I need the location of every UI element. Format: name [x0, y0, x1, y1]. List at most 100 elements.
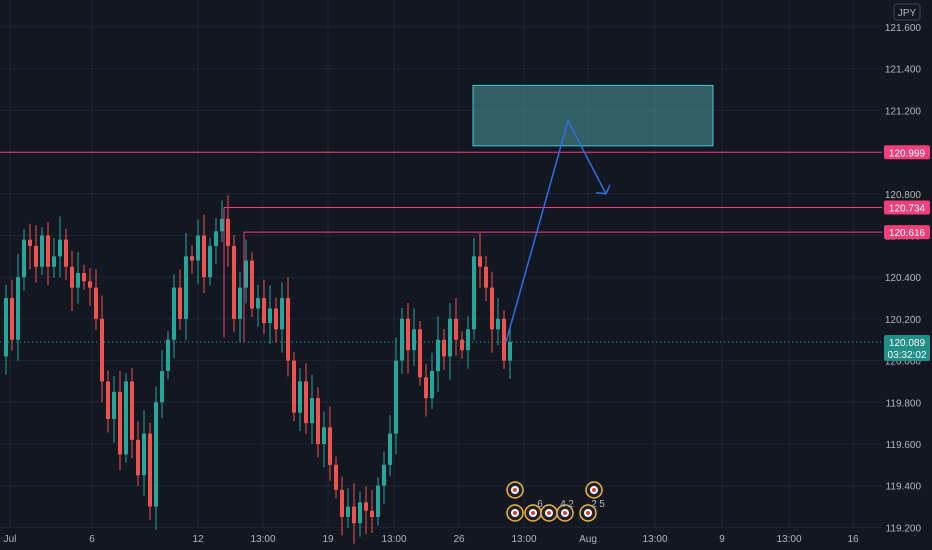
target-zone-rect[interactable]: [472, 84, 714, 147]
candle-body: [352, 506, 356, 524]
candle-body: [130, 381, 134, 440]
last-price-tag: [884, 335, 930, 362]
candle-body: [46, 235, 50, 267]
projection-arrowhead: [595, 184, 611, 195]
candle-body: [88, 281, 92, 288]
candle-body: [274, 308, 278, 330]
level-lines[interactable]: [0, 151, 882, 343]
candle-body: [448, 318, 452, 357]
y-tick-label: 119.200: [886, 523, 922, 534]
candle-body: [148, 433, 152, 507]
price-axis-background: [882, 0, 932, 550]
candle-body: [466, 329, 470, 351]
level-price-label: 120.734: [889, 204, 926, 215]
candle-body: [322, 427, 326, 444]
candle-body: [436, 339, 440, 372]
y-tick-label: 119.600: [886, 440, 922, 451]
candle-body: [154, 402, 158, 507]
candle-body: [334, 464, 338, 490]
price-axis[interactable]: JPY 121.600121.400121.200121.000120.8001…: [882, 0, 932, 550]
y-tick-label: 121.600: [885, 23, 922, 34]
x-tick-label: 13:00: [642, 534, 667, 545]
candle-body: [280, 298, 284, 330]
event-badge-dot: [513, 511, 517, 515]
candle-body: [214, 231, 218, 246]
candle-body: [424, 377, 428, 399]
x-tick-label: 26: [453, 534, 465, 545]
candle-body: [16, 277, 20, 340]
candle-body: [304, 381, 308, 424]
x-tick-label: 13:00: [250, 534, 275, 545]
x-tick-label: 9: [719, 534, 725, 545]
y-tick-label: 120.000: [885, 357, 922, 368]
candle-body: [142, 433, 146, 476]
candle-body: [442, 339, 446, 357]
x-tick-label: 13:00: [381, 534, 406, 545]
candle-body: [394, 360, 398, 434]
x-tick-label: Jul: [4, 534, 17, 545]
candle-body: [406, 318, 410, 351]
candle-body: [112, 391, 116, 419]
event-count: 5: [599, 499, 605, 510]
y-tick-label: 120.200: [885, 315, 922, 326]
candle-body: [166, 339, 170, 372]
candle-body: [310, 398, 314, 424]
candle-body: [262, 298, 266, 324]
candle-body: [250, 260, 254, 309]
candle-body: [94, 287, 98, 319]
x-tick-label: 16: [847, 534, 859, 545]
candle-body: [382, 464, 386, 486]
level-price-tag: [884, 200, 930, 215]
candle-body: [100, 318, 104, 382]
x-tick-label: 13:00: [776, 534, 801, 545]
candle-body: [172, 287, 176, 340]
candle-body: [400, 318, 404, 361]
candle-body: [490, 287, 494, 330]
candle-body: [316, 398, 320, 444]
candle-body: [136, 439, 140, 476]
target-zone[interactable]: [472, 84, 714, 147]
candle-body: [388, 433, 392, 465]
level-price-label: 120.616: [889, 228, 926, 239]
candle-body: [208, 245, 212, 278]
candle-body: [286, 298, 290, 361]
candle-body: [226, 218, 230, 246]
event-badge-dot: [547, 511, 551, 515]
candle-body: [298, 381, 302, 413]
candle-body: [40, 235, 44, 267]
candle-body: [52, 256, 56, 267]
candle-body: [370, 510, 374, 517]
y-tick-label: 119.800: [886, 398, 922, 409]
event-badge-dot: [592, 488, 596, 492]
candle-body: [34, 245, 38, 267]
candle-body: [268, 308, 272, 324]
candle-body: [496, 318, 500, 330]
candle-body: [454, 318, 458, 340]
candle-body: [418, 329, 422, 378]
last-price-label: 120.089: [889, 338, 926, 349]
event-badge-dot: [513, 488, 517, 492]
candle-body: [196, 235, 200, 261]
currency-box: [893, 3, 921, 21]
y-tick-label: 121.400: [885, 65, 922, 76]
candle-body: [10, 298, 14, 340]
candlestick-series: [4, 195, 512, 545]
candle-body: [256, 298, 260, 309]
candle-body: [76, 273, 80, 288]
candle-body: [238, 287, 242, 319]
time-axis[interactable]: Jul 6 12 13:00 19 13:00 26 13:00 Aug 13:00 9 13:00 1…: [4, 534, 859, 545]
candle-body: [64, 239, 68, 267]
level-price-tag: [884, 225, 930, 240]
candle-body: [244, 260, 248, 288]
y-tick-label: 120.800: [885, 190, 922, 201]
candle-body: [376, 485, 380, 517]
candle-body: [28, 239, 32, 246]
candle-body: [508, 341, 512, 361]
candle-body: [484, 266, 488, 288]
x-tick-label: 13:00: [511, 534, 536, 545]
event-count: 4: [560, 499, 566, 510]
projection-arrow[interactable]: [505, 118, 611, 343]
y-tick-label: 119.400: [886, 482, 922, 493]
